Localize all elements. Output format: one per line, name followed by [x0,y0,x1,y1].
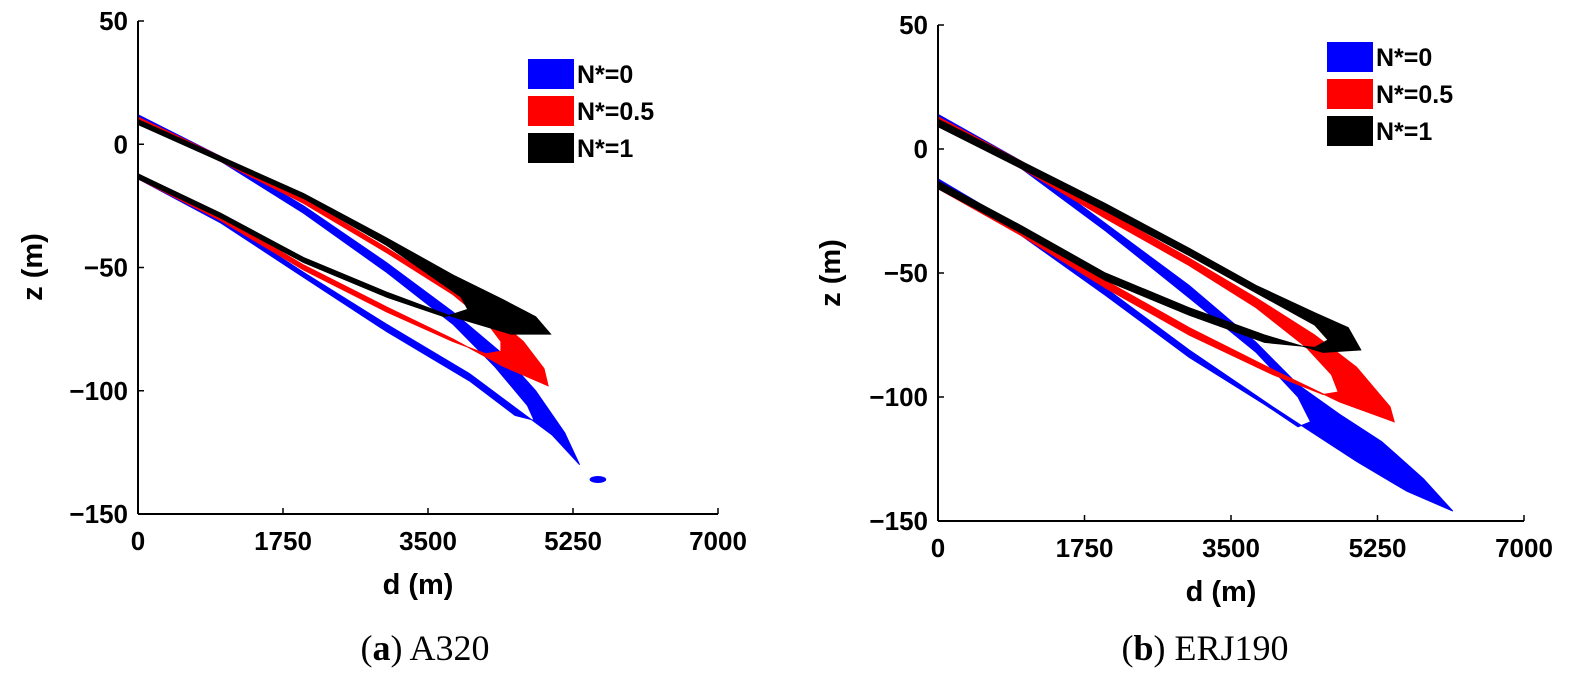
y-tick-label-a: 0 [114,129,128,159]
legend-label-n05-a: N*=0.5 [577,98,654,126]
x-tick-label-b: 3500 [1202,533,1260,563]
x-axis-label-b: d (m) [1186,576,1257,608]
x-tick-label-b: 7000 [1495,533,1553,563]
y-tick-label-a: −50 [84,253,128,283]
legend-label-n1-b: N*=1 [1376,118,1432,146]
x-tick-label-a: 5250 [544,526,602,556]
y-tick-label-b: −100 [869,382,928,412]
x-tick-label-b: 5250 [1349,533,1407,563]
x-axis-label-a: d (m) [383,569,454,601]
legend-label-n1-a: N*=1 [577,135,633,163]
legend-label-n05-b: N*=0.5 [1376,81,1453,109]
series-band-n1-a [137,118,552,335]
caption-a: (a) A320 [360,628,489,668]
plot-area-b [937,113,1454,512]
y-tick-label-b: 0 [914,134,928,164]
y-tick-label-b: −50 [884,258,928,288]
y-tick-label-a: 50 [99,6,128,36]
legend-label-n0-a: N*=0 [577,61,633,89]
legend-a: N*=0 N*=0.5 N*=1 [528,59,654,163]
x-tick-label-b: 0 [931,533,945,563]
caption-b: (b) ERJ190 [1121,628,1288,668]
series-fragment-n0-a [589,476,607,483]
legend-swatch-n05-a [528,96,574,126]
x-tick-label-b: 1750 [1056,533,1114,563]
y-axis-label-a: z (m) [17,233,49,301]
y-tick-label-a: −150 [69,499,128,529]
y-tick-label-b: 50 [899,10,928,40]
x-tick-label-a: 1750 [254,526,312,556]
legend-label-n0-b: N*=0 [1376,44,1432,72]
plot-area-a [137,113,607,483]
caption-letter-b: b [1133,628,1153,668]
caption-letter-a: a [372,628,390,668]
x-tick-label-a: 7000 [689,526,747,556]
legend-swatch-n1-b [1327,116,1373,146]
x-tick-label-a: 0 [131,526,145,556]
legend-swatch-n05-b [1327,79,1373,109]
y-tick-label-b: −150 [869,506,928,536]
caption-title-b: ERJ190 [1175,628,1289,668]
legend-swatch-n1-a [528,133,574,163]
series-band-n1-b [937,118,1362,353]
legend-b: N*=0 N*=0.5 N*=1 [1327,42,1453,146]
series-band-n0-a [137,113,581,466]
legend-swatch-n0-a [528,59,574,89]
y-axis-label-b: z (m) [815,239,847,307]
x-tick-label-a: 3500 [399,526,457,556]
caption-title-a: A320 [410,628,490,668]
legend-swatch-n0-b [1327,42,1373,72]
y-tick-label-a: −100 [69,376,128,406]
